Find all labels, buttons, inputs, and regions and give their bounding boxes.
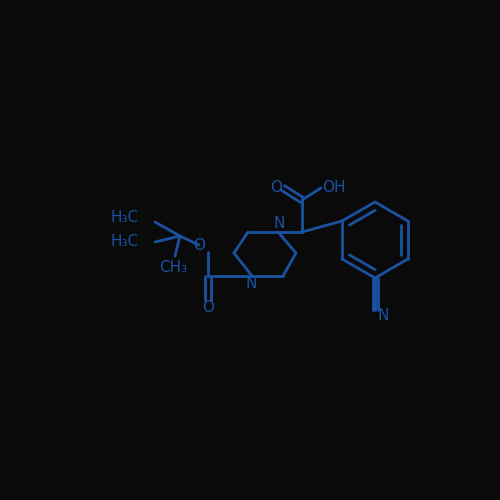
Text: H₃C: H₃C	[111, 234, 139, 250]
Text: OH: OH	[322, 180, 346, 194]
Text: N: N	[378, 308, 388, 324]
Text: O: O	[202, 300, 214, 316]
Text: CH₃: CH₃	[159, 260, 187, 276]
Text: N: N	[274, 216, 284, 232]
Text: O: O	[270, 180, 282, 194]
Text: O: O	[193, 238, 205, 252]
Text: N: N	[246, 276, 256, 291]
Text: H₃C: H₃C	[111, 210, 139, 226]
